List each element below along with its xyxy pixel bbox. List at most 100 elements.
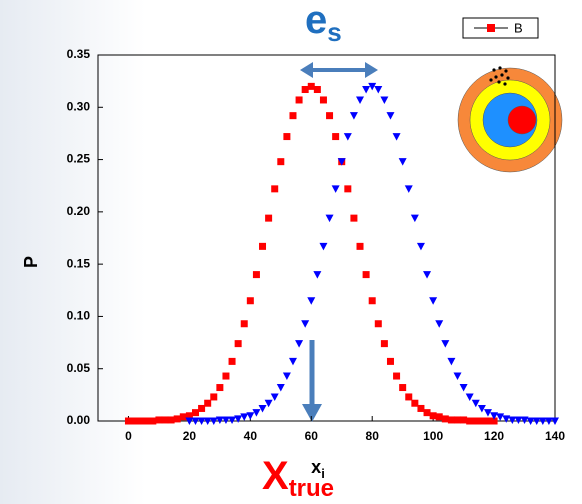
data-point	[295, 340, 304, 348]
data-point	[362, 271, 370, 279]
data-point	[155, 416, 163, 424]
annotation-sub: s	[327, 17, 341, 47]
target-illustration	[457, 66, 563, 173]
plot-frame	[97, 54, 556, 422]
data-point	[228, 357, 236, 365]
data-point	[301, 320, 310, 328]
data-point	[478, 417, 486, 425]
data-point	[490, 417, 498, 425]
data-point	[460, 416, 468, 424]
data-point	[435, 413, 443, 421]
data-point	[350, 214, 358, 222]
data-point	[277, 158, 285, 166]
annotation: es	[305, 0, 342, 47]
data-point	[161, 416, 169, 424]
data-point	[380, 340, 388, 348]
data-point	[191, 417, 200, 425]
y-tick-label: 0.20	[67, 204, 91, 218]
data-point	[532, 417, 541, 425]
data-point	[259, 242, 267, 250]
data-point	[368, 297, 376, 305]
data-point	[417, 404, 425, 412]
data-point	[246, 297, 254, 305]
y-tick-label: 0.05	[67, 361, 91, 375]
data-point	[483, 409, 492, 417]
data-point	[429, 297, 438, 305]
data-point	[386, 112, 395, 120]
data-point	[289, 112, 297, 120]
data-point	[441, 340, 450, 348]
data-point	[393, 372, 401, 380]
data-point	[265, 214, 273, 222]
data-point	[288, 357, 297, 366]
x-axis-label: xi	[311, 457, 325, 482]
data-point	[264, 399, 273, 408]
x-tick-label: 60	[305, 429, 319, 443]
x-tick-label: 100	[423, 429, 443, 443]
data-point	[185, 412, 193, 420]
data-point	[252, 409, 261, 417]
data-point	[216, 384, 224, 392]
data-point	[185, 417, 194, 425]
data-point	[520, 416, 529, 424]
data-point	[484, 417, 492, 425]
data-point	[271, 185, 279, 193]
x-tick-label: 40	[244, 429, 258, 443]
y-tick-label: 0.15	[67, 256, 91, 270]
data-point	[435, 320, 444, 328]
data-point	[374, 320, 382, 328]
data-point	[270, 393, 279, 401]
data-point	[210, 393, 218, 401]
data-point	[215, 416, 224, 424]
data-point	[538, 417, 547, 425]
data-point	[490, 412, 499, 420]
legend-label: B	[514, 20, 523, 35]
arrows	[300, 62, 378, 422]
data-point	[295, 96, 303, 104]
y-tick-label: 0.30	[67, 99, 91, 113]
data-point	[362, 86, 371, 94]
data-point	[454, 416, 462, 424]
data-point	[410, 214, 419, 223]
data-point	[240, 320, 248, 328]
data-point	[137, 417, 145, 425]
data-point	[319, 242, 328, 251]
data-point	[349, 112, 358, 120]
data-point	[374, 86, 383, 94]
data-point	[203, 417, 212, 425]
data-point	[240, 413, 249, 421]
x-tick-label: 20	[183, 429, 197, 443]
data-point	[404, 185, 413, 193]
data-point	[466, 417, 474, 425]
data-point	[307, 82, 315, 90]
data-point	[447, 357, 456, 366]
data-point	[496, 413, 505, 421]
data-point	[222, 372, 230, 380]
data-point	[447, 416, 455, 424]
data-point	[143, 417, 151, 425]
x-label-main: x	[311, 457, 321, 477]
data-point	[191, 409, 199, 417]
data-point	[441, 415, 449, 423]
data-point	[331, 185, 340, 193]
data-point	[423, 271, 432, 279]
data-point	[386, 357, 394, 365]
data-point	[124, 417, 132, 425]
data-point	[471, 399, 480, 408]
y-tick-label: 0.10	[67, 309, 91, 323]
x-tick-label: 120	[484, 429, 504, 443]
data-point	[368, 82, 377, 91]
data-point	[326, 112, 334, 120]
data-point	[508, 416, 517, 424]
annotation-sub: true	[289, 475, 334, 502]
data-point	[356, 96, 365, 104]
data-point	[423, 409, 431, 417]
data-point	[167, 416, 175, 424]
data-point	[380, 96, 389, 104]
data-point	[465, 393, 474, 401]
data-point	[179, 413, 187, 421]
data-point	[544, 417, 553, 425]
data-point	[453, 372, 462, 381]
data-point	[502, 415, 511, 423]
